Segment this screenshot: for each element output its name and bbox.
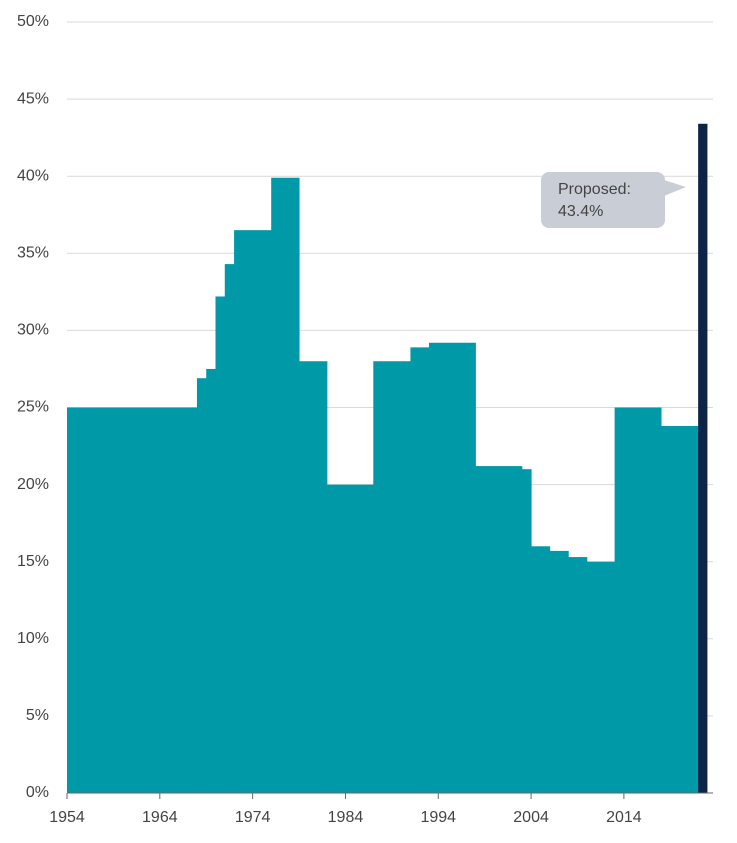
step — [568, 557, 588, 793]
step — [428, 342, 476, 793]
x-tick-label: 1994 — [420, 809, 456, 826]
labels: 0% 5% 10% 15% 20% 25% 30% 35% 40% 45% 50% 1954 1964 1… — [17, 13, 642, 826]
step — [661, 426, 699, 793]
step — [521, 469, 532, 793]
y-tick-label: 30% — [17, 322, 49, 339]
step — [196, 378, 207, 793]
annotation-pointer — [664, 180, 686, 196]
y-tick-label: 10% — [17, 630, 49, 647]
step — [299, 361, 328, 793]
x-tick-label: 1964 — [142, 809, 178, 826]
annotation-value: 43.4% — [558, 203, 603, 220]
step — [373, 361, 411, 793]
step — [549, 550, 569, 793]
step — [206, 368, 217, 793]
step — [586, 561, 616, 793]
x-tick-label: 1954 — [49, 809, 85, 826]
step — [67, 407, 198, 793]
y-tick-label: 25% — [17, 399, 49, 416]
annotation: Proposed: 43.4% — [541, 172, 686, 228]
step — [326, 484, 374, 793]
annotation-box — [541, 172, 665, 228]
y-tick-label: 5% — [26, 707, 49, 724]
y-tick-label: 0% — [26, 784, 49, 801]
marks — [67, 123, 713, 794]
step — [215, 296, 226, 793]
step — [410, 347, 430, 793]
y-tick-label: 15% — [17, 553, 49, 570]
x-tick-label: 1974 — [235, 809, 271, 826]
step — [531, 546, 551, 793]
step — [614, 407, 662, 793]
step — [475, 466, 523, 793]
y-tick-label: 50% — [17, 13, 49, 30]
annotation-label: Proposed: — [558, 181, 631, 198]
y-tick-label: 20% — [17, 476, 49, 493]
step — [224, 264, 235, 793]
x-tick-label: 2014 — [606, 809, 642, 826]
x-tick-label: 2004 — [513, 809, 549, 826]
step — [271, 177, 300, 793]
y-tick-label: 40% — [17, 167, 49, 184]
y-tick-label: 45% — [17, 90, 49, 107]
proposed-bar — [698, 123, 708, 794]
step — [234, 230, 272, 794]
y-tick-label: 35% — [17, 245, 49, 262]
x-tick-label: 1984 — [328, 809, 364, 826]
